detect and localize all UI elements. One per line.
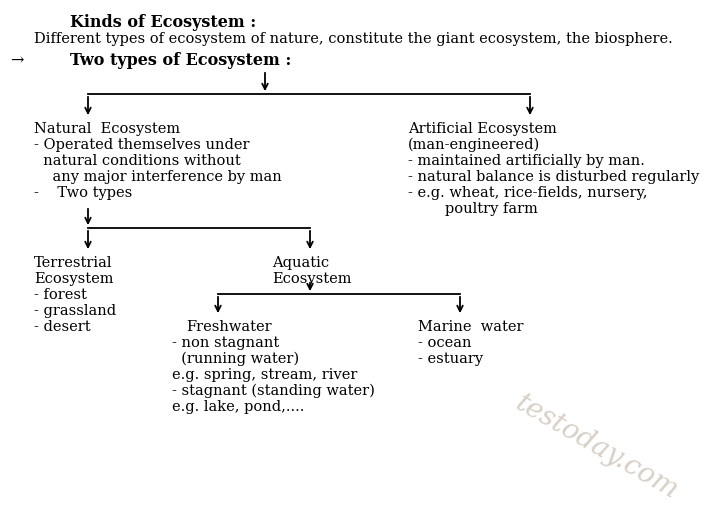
Text: - e.g. wheat, rice-fields, nursery,: - e.g. wheat, rice-fields, nursery, (408, 186, 647, 200)
Text: →: → (10, 52, 23, 69)
Text: - Operated themselves under: - Operated themselves under (34, 138, 249, 152)
Text: -    Two types: - Two types (34, 186, 132, 200)
Text: testoday.com: testoday.com (510, 390, 682, 505)
Text: Different types of ecosystem of nature, constitute the giant ecosystem, the bios: Different types of ecosystem of nature, … (34, 32, 673, 46)
Text: - natural balance is disturbed regularly: - natural balance is disturbed regularly (408, 170, 699, 184)
Text: Marine  water: Marine water (418, 320, 524, 334)
Text: - estuary: - estuary (418, 352, 483, 366)
Text: Ecosystem: Ecosystem (34, 272, 114, 286)
Text: - maintained artificially by man.: - maintained artificially by man. (408, 154, 645, 168)
Text: Artificial Ecosystem: Artificial Ecosystem (408, 122, 557, 136)
Text: - forest: - forest (34, 288, 87, 302)
Text: - non stagnant: - non stagnant (172, 336, 280, 350)
Text: Ecosystem: Ecosystem (272, 272, 352, 286)
Text: e.g. spring, stream, river: e.g. spring, stream, river (172, 368, 357, 382)
Text: Natural  Ecosystem: Natural Ecosystem (34, 122, 180, 136)
Text: - grassland: - grassland (34, 304, 116, 318)
Text: Kinds of Ecosystem :: Kinds of Ecosystem : (70, 14, 256, 31)
Text: (running water): (running water) (172, 352, 299, 366)
Text: natural conditions without: natural conditions without (34, 154, 241, 168)
Text: - ocean: - ocean (418, 336, 472, 350)
Text: Terrestrial: Terrestrial (34, 256, 112, 270)
Text: Aquatic: Aquatic (272, 256, 329, 270)
Text: e.g. lake, pond,....: e.g. lake, pond,.... (172, 400, 304, 414)
Text: Two types of Ecosystem :: Two types of Ecosystem : (70, 52, 292, 69)
Text: any major interference by man: any major interference by man (34, 170, 282, 184)
Text: poultry farm: poultry farm (408, 202, 538, 216)
Text: - stagnant (standing water): - stagnant (standing water) (172, 384, 375, 398)
Text: Freshwater: Freshwater (186, 320, 272, 334)
Text: (man-engineered): (man-engineered) (408, 138, 540, 152)
Text: - desert: - desert (34, 320, 90, 334)
